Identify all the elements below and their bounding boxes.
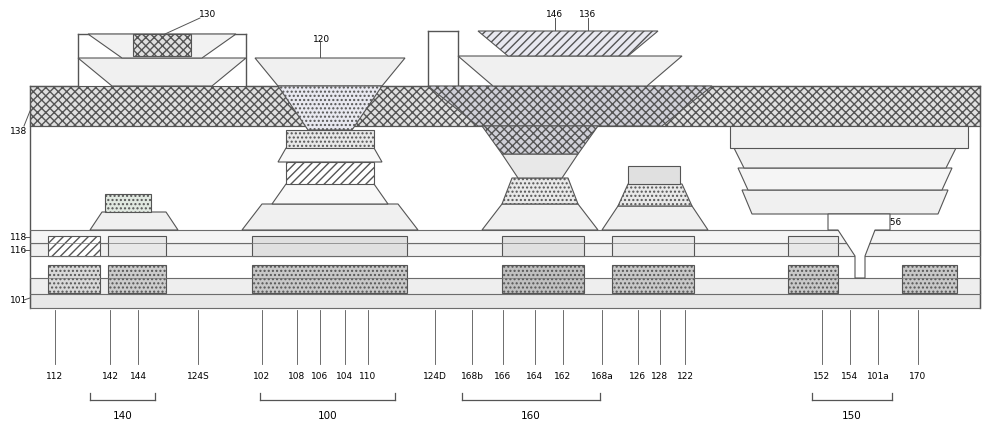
Text: 152: 152: [813, 371, 831, 381]
Bar: [730, 126, 968, 148]
Polygon shape: [78, 58, 246, 86]
Polygon shape: [90, 212, 178, 230]
Text: 154: 154: [841, 371, 859, 381]
Bar: [30, 230, 980, 243]
Text: 104: 104: [336, 371, 354, 381]
Text: 150: 150: [842, 411, 862, 421]
Bar: [502, 236, 584, 256]
Polygon shape: [482, 204, 598, 230]
Text: 102: 102: [253, 371, 271, 381]
Polygon shape: [272, 184, 388, 204]
Text: 108: 108: [288, 371, 306, 381]
Text: 132: 132: [124, 34, 142, 44]
Text: 126: 126: [629, 371, 647, 381]
Text: 168b: 168b: [460, 371, 484, 381]
Bar: [286, 130, 374, 148]
Text: 158: 158: [885, 198, 902, 207]
Text: 120: 120: [313, 34, 331, 44]
Text: 124S: 124S: [187, 371, 209, 381]
Text: 122: 122: [676, 371, 694, 381]
Bar: [105, 194, 151, 212]
Text: 128: 128: [651, 371, 669, 381]
Text: 172b: 172b: [885, 170, 908, 178]
Polygon shape: [734, 148, 956, 168]
Bar: [252, 236, 407, 256]
Bar: [30, 86, 980, 126]
Bar: [108, 265, 166, 293]
Text: 144: 144: [130, 371, 146, 381]
Bar: [133, 34, 191, 56]
Polygon shape: [255, 58, 405, 86]
Text: 140: 140: [113, 411, 132, 421]
Polygon shape: [278, 148, 382, 162]
Text: 162: 162: [554, 371, 572, 381]
Text: 174: 174: [908, 176, 925, 184]
Text: 116: 116: [10, 245, 27, 255]
Text: 160: 160: [521, 411, 541, 421]
Bar: [30, 278, 980, 294]
Text: 164: 164: [526, 371, 544, 381]
Bar: [252, 265, 407, 293]
Text: 110: 110: [359, 371, 377, 381]
Text: 170: 170: [909, 371, 927, 381]
Polygon shape: [242, 204, 418, 230]
Text: 148: 148: [885, 140, 902, 149]
Polygon shape: [502, 154, 578, 178]
Text: 136: 136: [579, 10, 597, 18]
Bar: [788, 265, 838, 293]
Bar: [30, 243, 980, 256]
Text: 124D: 124D: [423, 371, 447, 381]
Polygon shape: [502, 178, 578, 204]
Text: 134: 134: [149, 34, 167, 44]
Polygon shape: [602, 206, 708, 230]
Text: 138: 138: [10, 126, 27, 136]
Bar: [108, 236, 166, 256]
Polygon shape: [88, 34, 236, 58]
Bar: [612, 265, 694, 293]
Text: 106: 106: [311, 371, 329, 381]
Text: 101a: 101a: [867, 371, 889, 381]
Text: 146: 146: [546, 10, 564, 18]
Text: 118: 118: [10, 232, 27, 242]
Text: 100: 100: [318, 411, 337, 421]
Text: 156: 156: [885, 218, 902, 226]
Polygon shape: [428, 86, 712, 126]
Bar: [30, 292, 980, 308]
Text: 130: 130: [199, 10, 217, 18]
Text: 142: 142: [102, 371, 119, 381]
Text: 168a: 168a: [591, 371, 613, 381]
Bar: [902, 265, 957, 293]
Bar: [48, 236, 100, 256]
Text: 112: 112: [46, 371, 64, 381]
Bar: [502, 265, 584, 293]
Polygon shape: [478, 31, 658, 56]
Bar: [48, 265, 100, 293]
Polygon shape: [738, 168, 952, 190]
Bar: [788, 236, 838, 256]
Polygon shape: [278, 86, 382, 130]
Text: 101: 101: [10, 296, 27, 304]
Text: 172a: 172a: [885, 181, 908, 191]
Bar: [612, 236, 694, 256]
Bar: [628, 166, 680, 184]
Polygon shape: [618, 184, 692, 206]
Polygon shape: [458, 56, 682, 86]
Text: 166: 166: [494, 371, 512, 381]
Polygon shape: [482, 126, 598, 154]
Text: 136: 136: [171, 34, 189, 44]
Polygon shape: [828, 214, 890, 278]
Bar: [286, 162, 374, 184]
Polygon shape: [742, 190, 948, 214]
